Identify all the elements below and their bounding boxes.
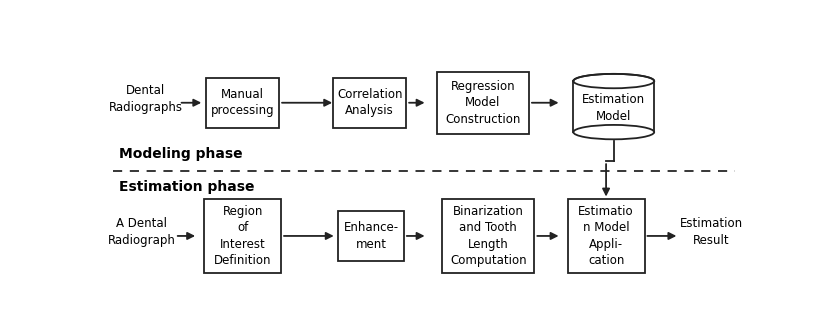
Text: Manual
processing: Manual processing — [211, 88, 274, 117]
Text: Enhance-
ment: Enhance- ment — [343, 221, 399, 251]
Text: A Dental
Radiograph: A Dental Radiograph — [108, 217, 175, 247]
Bar — [442, 199, 533, 273]
Bar — [566, 199, 643, 273]
Text: Estimation phase: Estimation phase — [119, 181, 255, 194]
Bar — [436, 72, 528, 134]
Text: Modeling phase: Modeling phase — [119, 147, 243, 161]
Bar — [206, 78, 279, 128]
Text: Regression
Model
Construction: Regression Model Construction — [445, 80, 520, 126]
Ellipse shape — [572, 125, 653, 139]
Text: Dental
Radiographs: Dental Radiographs — [108, 84, 183, 114]
Bar — [572, 81, 653, 132]
Text: Estimation
Result: Estimation Result — [679, 217, 742, 247]
Ellipse shape — [572, 74, 653, 88]
Bar — [204, 199, 281, 273]
Text: Estimation
Model: Estimation Model — [581, 93, 644, 123]
Text: Estimatio
n Model
Appli-
cation: Estimatio n Model Appli- cation — [577, 205, 633, 267]
Text: Binarization
and Tooth
Length
Computation: Binarization and Tooth Length Computatio… — [449, 205, 526, 267]
Text: Region
of
Interest
Definition: Region of Interest Definition — [213, 205, 271, 267]
Bar — [338, 211, 404, 261]
Bar — [332, 78, 406, 128]
Text: Correlation
Analysis: Correlation Analysis — [337, 88, 402, 117]
